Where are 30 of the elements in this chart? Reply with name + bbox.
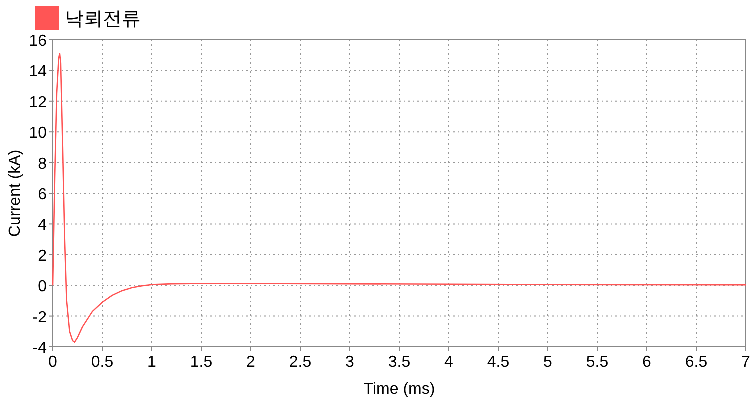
x-tick-label: 5	[544, 354, 553, 371]
x-tick-label: 5.5	[586, 354, 609, 371]
x-tick-label: 4.5	[487, 354, 510, 371]
x-tick-label: 1	[148, 354, 157, 371]
x-tick-label: 4	[444, 354, 454, 371]
y-axis-title: Current (kA)	[7, 150, 24, 238]
y-tick-label: 4	[38, 217, 48, 234]
line-series	[52, 53, 747, 344]
x-tick-label: 3.5	[388, 354, 411, 371]
x-tick-label: 3	[346, 354, 355, 371]
y-tick-label: -4	[32, 340, 48, 357]
y-tick-label: 12	[29, 94, 48, 112]
y-tick-label: 16	[29, 33, 48, 50]
y-tick-label: 0	[38, 278, 48, 296]
x-tick-label: 6	[642, 354, 652, 371]
x-tick-label: 0	[48, 354, 58, 371]
y-tick-label: 10	[29, 125, 48, 142]
x-tick-label: 6.5	[685, 354, 708, 371]
y-tick-label: 6	[38, 186, 48, 204]
x-tick-label: 2.5	[289, 354, 312, 371]
x-tick-label: 2	[246, 354, 256, 371]
x-axis-title: Time (ms)	[364, 381, 436, 398]
x-tick-label: 0.5	[91, 354, 114, 371]
y-tick-label: 8	[38, 156, 48, 173]
legend-label: 낙뢰전류	[65, 9, 141, 30]
y-tick-label: 2	[38, 248, 48, 265]
x-tick-label: 7	[742, 354, 751, 371]
x-tick-label: 1.5	[190, 354, 213, 371]
y-tick-label: 14	[29, 64, 48, 81]
y-tick-label: -2	[32, 309, 48, 326]
